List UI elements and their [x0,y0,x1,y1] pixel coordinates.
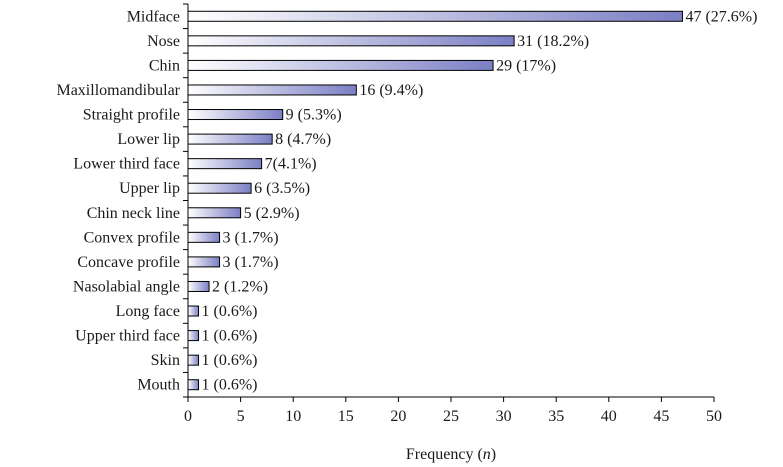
category-label: Long face [116,303,180,320]
data-label: 29 (17%) [496,57,556,74]
x-tick-label: 50 [706,408,722,425]
bar [187,330,200,342]
category-label: Convex profile [84,229,180,246]
data-label: 3 (1.7%) [223,254,279,271]
bar [187,354,200,366]
bar [187,10,683,22]
category-label: Midface [127,8,180,25]
bar [187,231,221,243]
bar [187,207,242,219]
bar [187,35,515,47]
x-axis-title-close: ) [491,446,496,463]
bar [187,59,494,71]
x-tick-label: 40 [601,408,617,425]
category-label: Concave profile [77,254,180,271]
y-axis-ticks [183,3,188,398]
x-tick-label: 15 [338,408,354,425]
x-tick-label: 5 [237,408,245,425]
category-label: Lower lip [117,131,180,148]
data-label: 6 (3.5%) [254,180,310,197]
data-label: 1 (0.6%) [202,352,258,369]
x-axis-ticks: 0 5 10 15 20 25 30 35 40 45 50 [184,397,722,425]
category-label: Skin [151,352,180,369]
data-label: 8 (4.7%) [275,131,331,148]
data-label: 16 (9.4%) [359,82,423,99]
data-label: 2 (1.2%) [212,278,268,295]
bar [187,256,221,268]
x-tick-label: 20 [390,408,406,425]
bar [187,280,210,292]
x-tick-label: 25 [443,408,459,425]
bar [187,182,252,194]
x-axis-title-text: Frequency ( [406,446,483,463]
data-label: 47 (27.6%) [685,8,757,25]
x-axis-title-italic: n [483,446,491,463]
data-label: 5 (2.9%) [244,205,300,222]
data-label: 7(4.1%) [265,156,317,173]
category-label: Chin [149,57,180,74]
category-label: Lower third face [73,156,180,173]
bar [187,305,200,317]
x-axis-title: Frequency (n) [406,446,496,463]
category-label: Mouth [137,377,180,394]
category-label: Chin neck line [87,205,180,222]
x-tick-label: 35 [548,408,564,425]
x-tick-label: 30 [496,408,512,425]
x-tick-label: 45 [653,408,669,425]
bar [187,158,263,170]
category-label: Nose [147,33,180,50]
category-label: Straight profile [83,107,180,124]
bars-group: Midface 47 (27.6%) Nose 31 (18.2%) Chin 29 (1… [56,8,757,393]
bar [187,379,200,391]
data-label: 1 (0.6%) [202,303,258,320]
category-label: Maxillomandibular [56,82,180,99]
category-label: Upper lip [119,180,180,197]
data-label: 1 (0.6%) [202,377,258,394]
category-label: Nasolabial angle [73,278,180,295]
data-label: 1 (0.6%) [202,328,258,345]
bar [187,84,357,96]
bar [187,133,273,145]
data-label: 31 (18.2%) [517,33,589,50]
x-tick-label: 0 [184,408,192,425]
bar [187,109,284,121]
category-label: Upper third face [75,328,180,345]
data-label: 3 (1.7%) [223,229,279,246]
x-tick-label: 10 [285,408,301,425]
data-label: 9 (5.3%) [286,107,342,124]
